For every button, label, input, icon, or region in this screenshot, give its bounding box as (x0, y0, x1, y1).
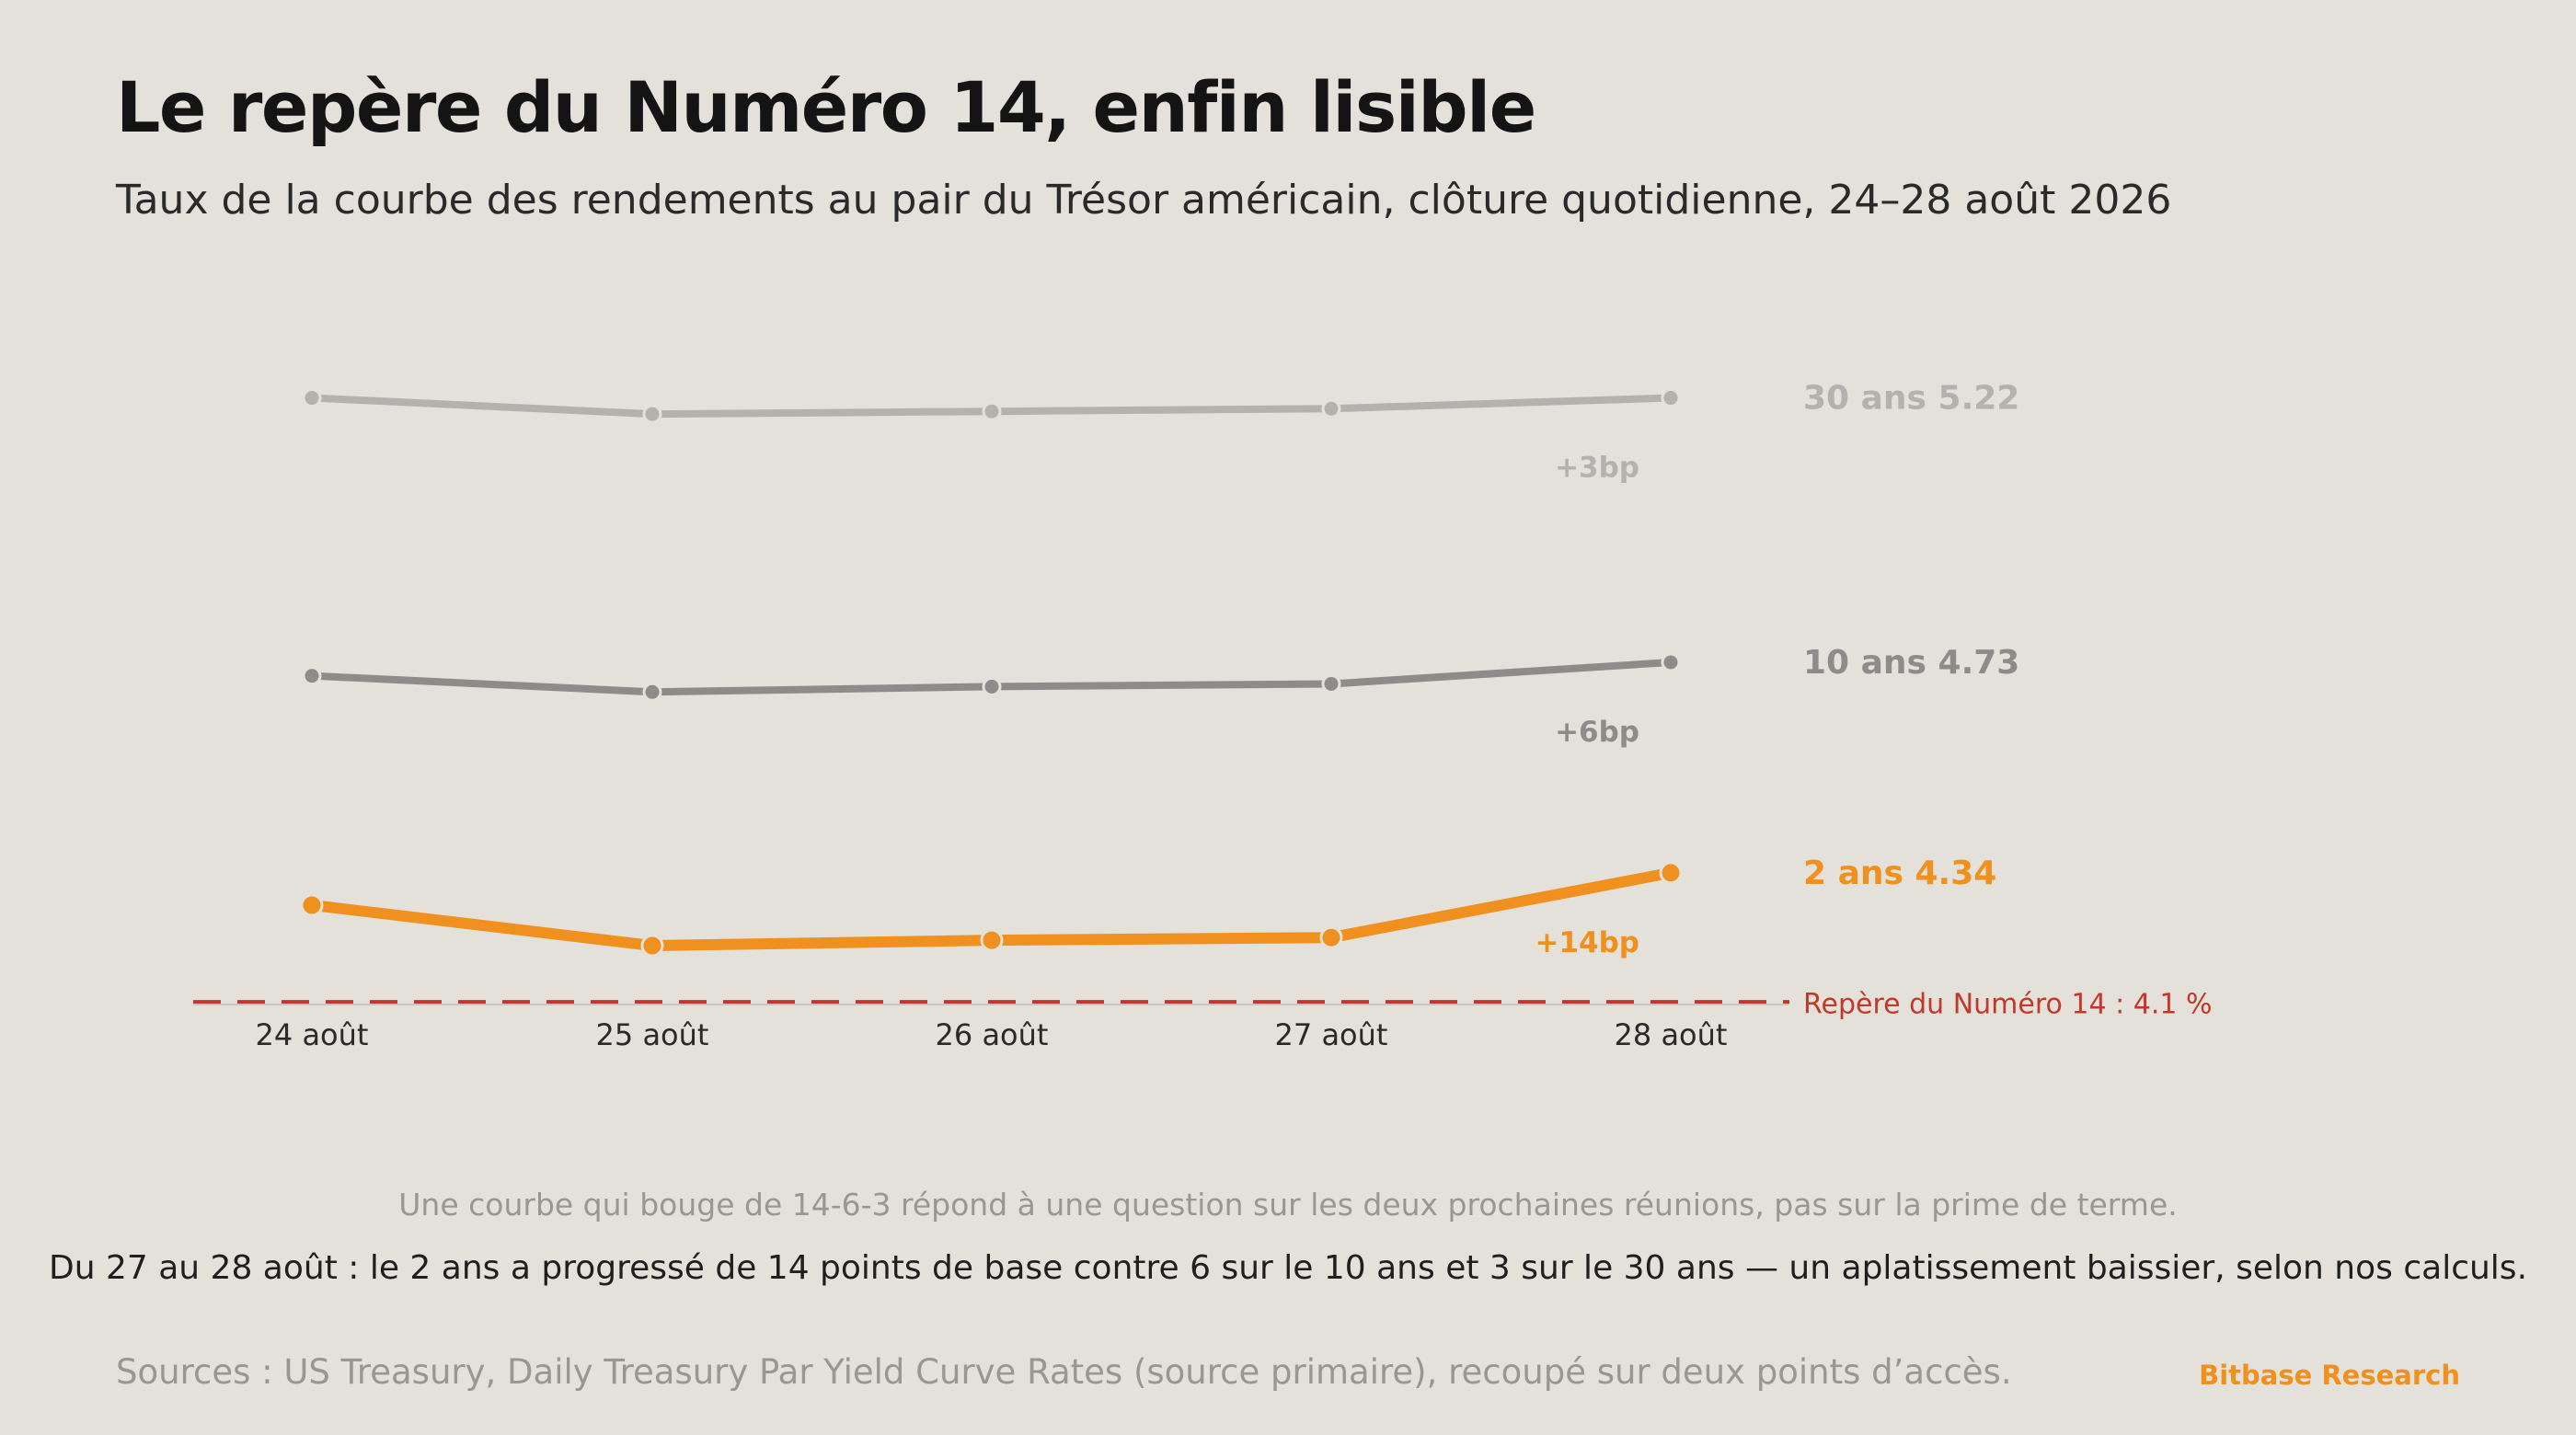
data-point (302, 666, 322, 686)
series-change-label: +14bp (1535, 926, 1640, 959)
x-tick-label: 24 août (256, 1017, 369, 1052)
series-end-label: 30 ans 5.22 (1803, 380, 2019, 418)
reference-line-label: Repère du Numéro 14 : 4.1 % (1803, 989, 2213, 1021)
data-point (642, 404, 662, 424)
data-point (1319, 925, 1343, 949)
data-point (1321, 398, 1341, 419)
chart-note: Une courbe qui bouge de 14-6-3 répond à … (398, 1187, 2178, 1223)
series-end-label: 2 ans 4.34 (1803, 855, 1996, 892)
data-point (982, 676, 1002, 696)
data-point (982, 401, 1002, 421)
data-point (1661, 388, 1681, 408)
data-point (302, 388, 322, 408)
x-tick-label: 25 août (596, 1017, 709, 1052)
data-point (300, 893, 324, 917)
data-point (642, 682, 662, 702)
series-change-label: +6bp (1555, 716, 1639, 749)
series-change-label: +3bp (1555, 452, 1639, 485)
x-tick-label: 28 août (1615, 1017, 1728, 1052)
x-tick-label: 27 août (1275, 1017, 1388, 1052)
chart-subtitle: Taux de la courbe des rendements au pair… (116, 177, 2172, 224)
data-point (980, 928, 1004, 952)
x-tick-label: 26 août (936, 1017, 1049, 1052)
brand-label: Bitbase Research (2199, 1360, 2460, 1391)
data-point (1661, 652, 1681, 672)
chart-title: Le repère du Numéro 14, enfin lisible (116, 66, 1536, 148)
chart-takeaway: Du 27 au 28 août : le 2 ans a progressé … (48, 1249, 2528, 1287)
data-point (1659, 861, 1683, 885)
data-point (640, 934, 664, 958)
line-chart: Repère du Numéro 14 : 4.1 % 24 août 25 aoû… (193, 380, 2213, 1052)
data-point (1321, 673, 1341, 694)
sources-text: Sources : US Treasury, Daily Treasury Pa… (116, 1352, 2012, 1392)
series-end-label: 10 ans 4.73 (1803, 644, 2019, 682)
